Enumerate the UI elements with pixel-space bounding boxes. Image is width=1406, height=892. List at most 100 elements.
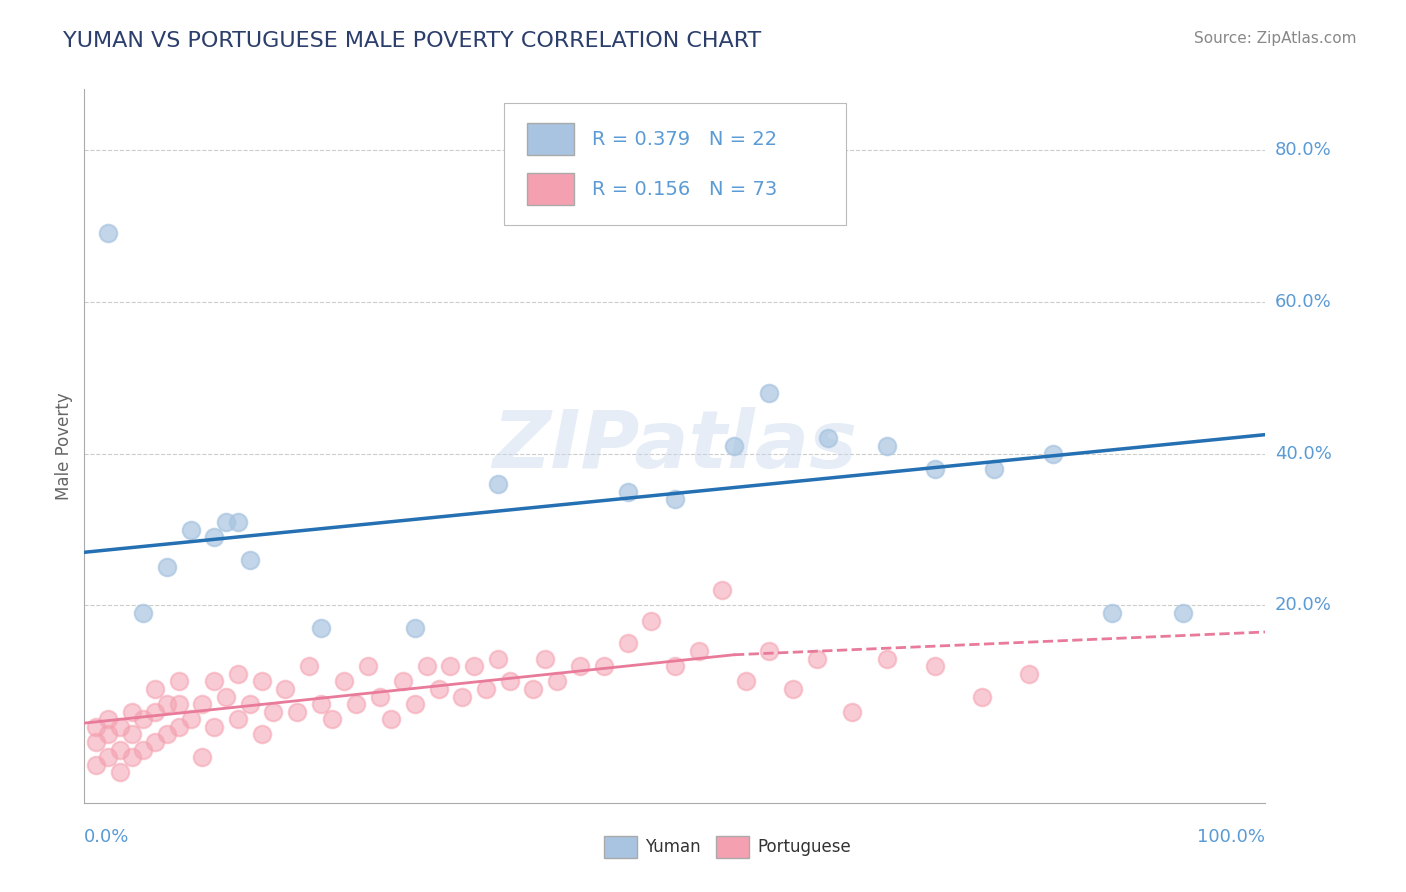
Point [392, 674, 415, 689]
Point [167, 697, 190, 711]
Point [1101, 606, 1123, 620]
Point [239, 697, 262, 711]
Point [309, 697, 332, 711]
Point [1018, 666, 1040, 681]
Point [143, 705, 166, 719]
Point [121, 750, 143, 764]
Point [298, 659, 321, 673]
Point [97, 227, 120, 241]
Point [404, 697, 426, 711]
Point [167, 720, 190, 734]
Text: 100.0%: 100.0% [1198, 828, 1265, 846]
Point [108, 765, 131, 780]
Text: 80.0%: 80.0% [1275, 141, 1331, 159]
Point [156, 727, 179, 741]
Point [380, 712, 402, 726]
Point [143, 735, 166, 749]
Point [202, 720, 225, 734]
FancyBboxPatch shape [716, 837, 749, 858]
Text: Source: ZipAtlas.com: Source: ZipAtlas.com [1194, 31, 1357, 46]
Point [143, 681, 166, 696]
Point [84, 757, 107, 772]
Point [321, 712, 343, 726]
Point [817, 431, 839, 445]
Point [226, 515, 249, 529]
Point [191, 750, 214, 764]
Point [226, 666, 249, 681]
Text: 20.0%: 20.0% [1275, 597, 1331, 615]
Point [876, 651, 898, 665]
Text: 0.0%: 0.0% [84, 828, 129, 846]
FancyBboxPatch shape [527, 123, 575, 155]
Point [97, 712, 120, 726]
Point [262, 705, 284, 719]
Point [285, 705, 308, 719]
Point [451, 690, 474, 704]
Point [983, 462, 1005, 476]
FancyBboxPatch shape [527, 173, 575, 205]
Point [215, 515, 238, 529]
Point [180, 712, 202, 726]
Point [202, 530, 225, 544]
Text: 40.0%: 40.0% [1275, 444, 1331, 463]
Point [546, 674, 568, 689]
Point [344, 697, 367, 711]
Point [239, 553, 262, 567]
Point [569, 659, 592, 673]
Point [132, 606, 155, 620]
Text: R = 0.379   N = 22: R = 0.379 N = 22 [592, 129, 778, 149]
Point [84, 720, 107, 734]
Point [180, 523, 202, 537]
FancyBboxPatch shape [503, 103, 846, 225]
Point [427, 681, 450, 696]
Point [970, 690, 993, 704]
Text: R = 0.156   N = 73: R = 0.156 N = 73 [592, 179, 778, 199]
Point [121, 705, 143, 719]
Point [108, 720, 131, 734]
Point [1042, 447, 1064, 461]
Point [711, 583, 734, 598]
Point [191, 697, 214, 711]
Point [84, 735, 107, 749]
Point [463, 659, 485, 673]
Point [758, 644, 780, 658]
Point [121, 727, 143, 741]
Point [202, 674, 225, 689]
Point [132, 712, 155, 726]
Point [404, 621, 426, 635]
Point [97, 750, 120, 764]
Point [226, 712, 249, 726]
Point [1171, 606, 1194, 620]
Text: Portuguese: Portuguese [758, 838, 851, 856]
Point [782, 681, 804, 696]
Point [664, 659, 686, 673]
Point [486, 477, 509, 491]
Point [416, 659, 439, 673]
Point [688, 644, 710, 658]
Text: 60.0%: 60.0% [1275, 293, 1331, 310]
Point [167, 674, 190, 689]
Point [498, 674, 520, 689]
Point [664, 492, 686, 507]
Point [108, 742, 131, 756]
Point [475, 681, 498, 696]
Point [841, 705, 863, 719]
Point [215, 690, 238, 704]
Point [924, 462, 946, 476]
Point [250, 674, 273, 689]
Point [274, 681, 297, 696]
Point [876, 439, 898, 453]
FancyBboxPatch shape [605, 837, 637, 858]
Point [640, 614, 662, 628]
Y-axis label: Male Poverty: Male Poverty [55, 392, 73, 500]
Point [250, 727, 273, 741]
Point [522, 681, 544, 696]
Point [534, 651, 557, 665]
Point [758, 385, 780, 400]
Point [616, 484, 638, 499]
Text: Yuman: Yuman [645, 838, 702, 856]
Point [333, 674, 356, 689]
Point [593, 659, 616, 673]
Point [486, 651, 509, 665]
Point [439, 659, 461, 673]
